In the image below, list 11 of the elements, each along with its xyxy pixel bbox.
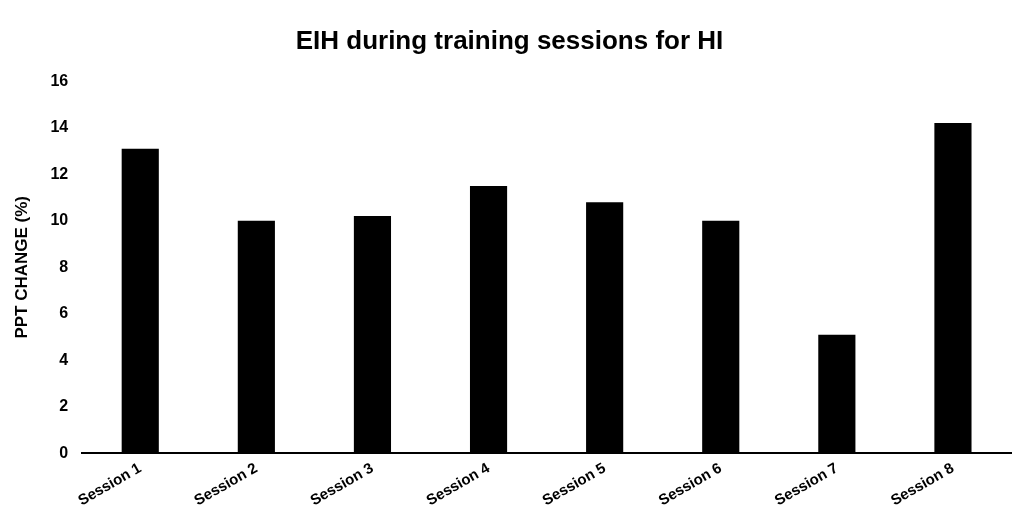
y-tick-label: 0	[59, 443, 69, 461]
y-tick-label: 6	[59, 304, 69, 322]
y-axis-title: PPT CHANGE (%)	[11, 195, 31, 339]
y-tick-label: 14	[50, 118, 69, 136]
y-tick-label: 12	[50, 164, 69, 182]
y-tick-label: 16	[50, 71, 69, 89]
y-tick-label: 10	[50, 211, 69, 229]
chart-title: EIH during training sessions for HI	[295, 24, 724, 55]
y-tick-label: 2	[59, 397, 69, 415]
y-tick-label: 4	[59, 350, 69, 368]
y-tick-label: 8	[59, 257, 69, 275]
